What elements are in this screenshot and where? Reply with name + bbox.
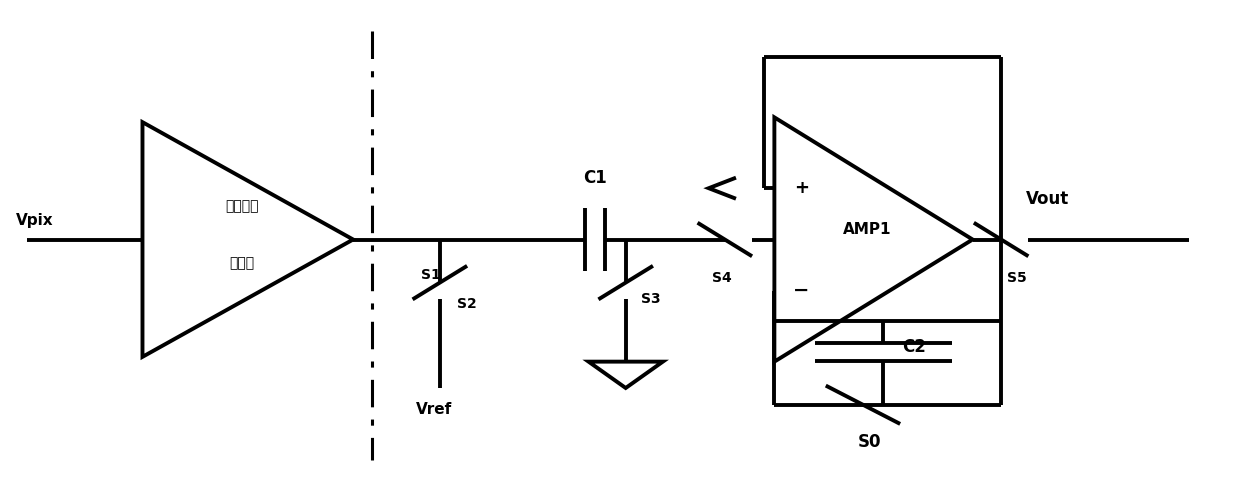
Text: S1: S1 — [421, 268, 441, 282]
Text: AMP1: AMP1 — [843, 222, 892, 238]
Text: S5: S5 — [1007, 271, 1027, 285]
Text: −: − — [793, 281, 810, 300]
Text: Vref: Vref — [415, 402, 452, 417]
Text: S3: S3 — [641, 292, 660, 306]
Text: +: + — [794, 179, 809, 197]
Text: C2: C2 — [902, 338, 926, 356]
Text: S0: S0 — [857, 433, 881, 452]
Text: C1: C1 — [582, 169, 607, 187]
Text: 缓存器: 缓存器 — [229, 256, 254, 271]
Text: 像素输出: 像素输出 — [224, 199, 259, 213]
Text: S4: S4 — [712, 271, 732, 285]
Text: Vout: Vout — [1026, 190, 1069, 208]
Text: Vpix: Vpix — [16, 213, 53, 228]
Text: S2: S2 — [457, 297, 477, 311]
